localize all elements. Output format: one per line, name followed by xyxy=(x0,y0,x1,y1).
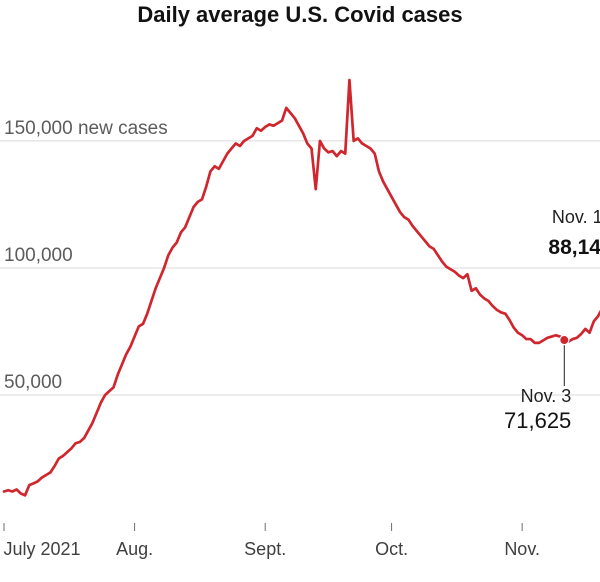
y-tick-label: 100,000 xyxy=(4,245,73,266)
y-gridlines: 50,000 100,000 150,000 new cases xyxy=(0,118,600,396)
nov-3-point xyxy=(559,334,570,346)
nov-3-date-label: Nov. 3 xyxy=(521,386,572,406)
x-tick-label: Aug. xyxy=(116,539,153,559)
chart-title: Daily average U.S. Covid cases xyxy=(137,2,462,27)
nov-3-value-label: 71,625 xyxy=(504,408,571,433)
x-tick-label: Nov. xyxy=(504,539,540,559)
nov-17-date-label: Nov. 17 xyxy=(552,207,600,227)
annotations: Nov. 371,625 Nov. 17 88,140 xyxy=(504,207,600,433)
x-tick-label: Oct. xyxy=(375,539,408,559)
x-tick-label: July 2021 xyxy=(3,539,80,559)
series-line xyxy=(2,78,600,497)
x-tick-label: Sept. xyxy=(244,539,286,559)
y-tick-label: 150,000 new cases xyxy=(4,118,168,139)
y-tick-label: 50,000 xyxy=(4,372,62,393)
x-axis: July 2021 Aug. Sept. Oct. Nov. xyxy=(3,523,540,559)
nov-17-value-label: 88,140 xyxy=(548,236,600,259)
